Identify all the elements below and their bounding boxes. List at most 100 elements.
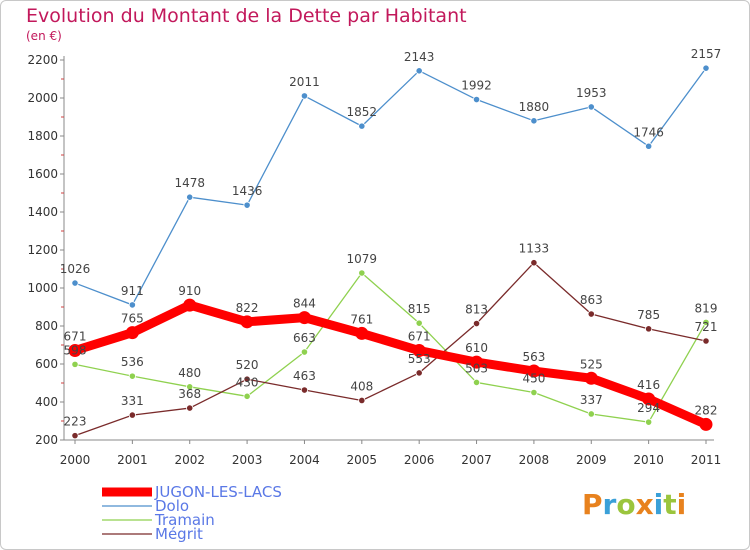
- data-label: 721: [695, 320, 718, 334]
- legend-label: Tramain: [154, 511, 215, 529]
- x-tick-label: 2007: [461, 453, 492, 467]
- data-point: [240, 315, 254, 329]
- data-point: [415, 67, 423, 75]
- y-tick-label: 1600: [27, 167, 58, 181]
- data-label: 223: [64, 415, 87, 429]
- legend-label: Mégrit: [155, 525, 203, 543]
- series-0: [68, 298, 713, 431]
- data-point: [530, 388, 538, 397]
- data-label: 815: [408, 302, 431, 316]
- chart-subtitle: (en €): [26, 29, 62, 43]
- data-point: [68, 344, 82, 358]
- data-point: [128, 372, 136, 380]
- data-label: 368: [178, 387, 201, 401]
- data-label: 785: [637, 308, 660, 322]
- data-point: [243, 392, 251, 400]
- data-point: [186, 193, 194, 201]
- data-point: [412, 344, 426, 358]
- data-point: [699, 417, 713, 431]
- data-label: 294: [637, 401, 660, 415]
- x-tick-label: 2001: [117, 453, 148, 467]
- data-point: [642, 392, 656, 406]
- y-tick-label: 200: [35, 433, 58, 447]
- data-point: [645, 418, 653, 426]
- data-point: [587, 310, 595, 318]
- data-label: 2157: [691, 47, 722, 61]
- data-point: [470, 355, 484, 369]
- y-tick-label: 2200: [27, 53, 58, 67]
- data-point: [183, 298, 197, 312]
- y-tick-label: 800: [35, 319, 58, 333]
- data-label: 813: [465, 303, 488, 317]
- x-tick-label: 2009: [576, 453, 607, 467]
- data-point: [355, 326, 369, 340]
- data-point: [358, 122, 366, 130]
- data-label: 282: [695, 403, 718, 417]
- data-point: [243, 201, 251, 209]
- data-point: [584, 371, 598, 385]
- data-label: 1026: [60, 262, 91, 276]
- data-point: [243, 375, 251, 383]
- y-tick-label: 1400: [27, 205, 58, 219]
- data-point: [300, 348, 309, 356]
- data-label: 563: [522, 350, 545, 364]
- data-point: [71, 432, 79, 440]
- legend-label: JUGON-LES-LACS: [154, 483, 282, 501]
- logo-letter: o: [616, 488, 635, 521]
- data-label: 450: [522, 372, 545, 386]
- data-labels: 1026 911 1478 1436 2011 1852 2143 1992 1880 1953 1…: [60, 47, 722, 428]
- data-label: 663: [293, 331, 316, 345]
- data-point: [587, 103, 595, 111]
- data-label: 416: [637, 378, 660, 392]
- y-tick-label: 1800: [27, 129, 58, 143]
- data-point: [186, 383, 194, 391]
- x-tick-label: 2006: [404, 453, 435, 467]
- data-point: [702, 318, 710, 326]
- chart-title: Evolution du Montant de la Dette par Hab…: [26, 5, 467, 27]
- y-tick-label: 1200: [27, 243, 58, 257]
- logo-letter: x: [636, 488, 654, 521]
- data-point: [472, 319, 481, 328]
- x-tick-label: 2008: [519, 453, 550, 467]
- data-label: 2011: [289, 75, 320, 89]
- data-label: 1079: [347, 252, 378, 266]
- logo-letter: t: [663, 488, 676, 521]
- data-label: 503: [465, 361, 488, 375]
- data-point: [358, 269, 366, 277]
- data-label: 1133: [519, 242, 550, 256]
- y-tick-label: 400: [35, 395, 58, 409]
- data-label: 463: [293, 369, 316, 383]
- logo-letter: i: [677, 488, 687, 521]
- data-label: 598: [64, 343, 87, 357]
- data-point: [300, 92, 309, 100]
- data-point: [587, 410, 595, 418]
- data-label: 610: [465, 341, 488, 355]
- x-tick-label: 2004: [289, 453, 320, 467]
- x-tick-label: 2002: [174, 453, 205, 467]
- data-point: [128, 411, 136, 419]
- data-label: 331: [121, 394, 144, 408]
- data-point: [415, 319, 423, 327]
- data-label: 525: [580, 357, 603, 371]
- proxiti-logo: Proxiti: [582, 488, 686, 521]
- data-point: [125, 326, 139, 340]
- data-label: 408: [350, 379, 373, 393]
- logo-letter: i: [654, 488, 664, 521]
- data-label: 822: [236, 301, 259, 315]
- data-point: [358, 396, 366, 405]
- series-line: [74, 262, 707, 437]
- data-label: 671: [408, 330, 431, 344]
- data-point: [128, 301, 136, 309]
- data-label: 536: [121, 355, 144, 369]
- x-tick-label: 2005: [347, 453, 378, 467]
- data-point: [645, 142, 653, 150]
- legend-label: Dolo: [155, 497, 189, 515]
- data-label: 911: [121, 284, 144, 298]
- data-point: [527, 364, 541, 378]
- y-tick-label: 2000: [27, 91, 58, 105]
- data-point: [702, 64, 710, 72]
- data-point: [472, 95, 481, 104]
- logo-letter: P: [582, 488, 603, 521]
